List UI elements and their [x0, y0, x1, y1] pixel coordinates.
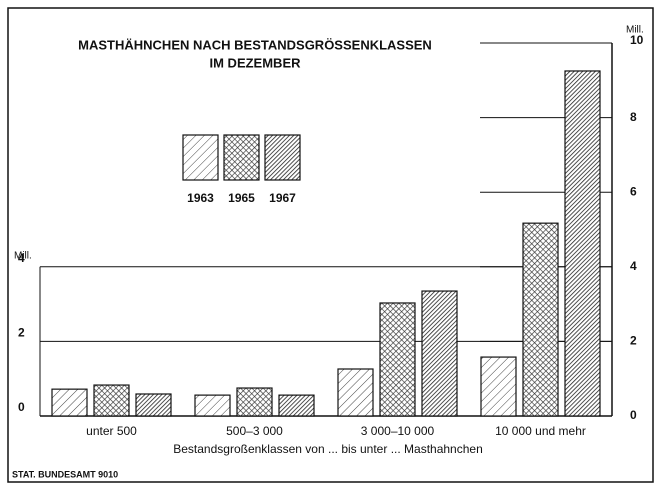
- bar: [51, 388, 88, 417]
- bar: [194, 394, 231, 417]
- bar: [135, 393, 172, 417]
- bar: [93, 384, 130, 417]
- y-tick-label: 2: [18, 326, 25, 340]
- legend-swatch: [264, 134, 301, 181]
- bar: [480, 356, 517, 417]
- bar: [236, 387, 273, 417]
- x-axis-label: Bestandsgroßenklassen von ... bis unter …: [173, 442, 483, 456]
- y2-tick-label: 0: [630, 408, 637, 422]
- legend-swatch: [223, 134, 260, 181]
- y2-axis-label: Mill.: [626, 25, 644, 36]
- frame: [7, 7, 654, 483]
- chart-title: MASTHÄHNCHEN NACH BESTANDSGRÖSSENKLASSEN: [78, 37, 432, 52]
- y2-tick-label: 6: [630, 184, 637, 198]
- bar: [522, 222, 559, 417]
- x-tick-label: 3 000–10 000: [361, 424, 435, 438]
- chart-subtitle: IM DEZEMBER: [210, 55, 302, 70]
- bar: [421, 290, 458, 417]
- y-tick-label: 0: [18, 400, 25, 414]
- bar: [564, 70, 601, 417]
- bar: [337, 368, 374, 417]
- y-tick-label: 4: [18, 251, 25, 265]
- legend-label: 1967: [269, 191, 296, 205]
- y2-tick-label: 4: [630, 259, 637, 273]
- legend-label: 1963: [187, 191, 214, 205]
- y2-tick-label: 2: [630, 334, 637, 348]
- y2-tick-label: 10: [630, 33, 644, 47]
- x-tick-label: 500–3 000: [226, 424, 283, 438]
- y2-tick-label: 8: [630, 110, 637, 124]
- legend-label: 1965: [228, 191, 255, 205]
- bar: [278, 394, 315, 417]
- source: STAT. BUNDESAMT 9010: [12, 469, 118, 479]
- bar: [379, 302, 416, 417]
- y-axis-label: Mill.: [14, 251, 32, 262]
- x-tick-label: 10 000 und mehr: [495, 424, 586, 438]
- legend-swatch: [182, 134, 219, 181]
- x-tick-label: unter 500: [86, 424, 137, 438]
